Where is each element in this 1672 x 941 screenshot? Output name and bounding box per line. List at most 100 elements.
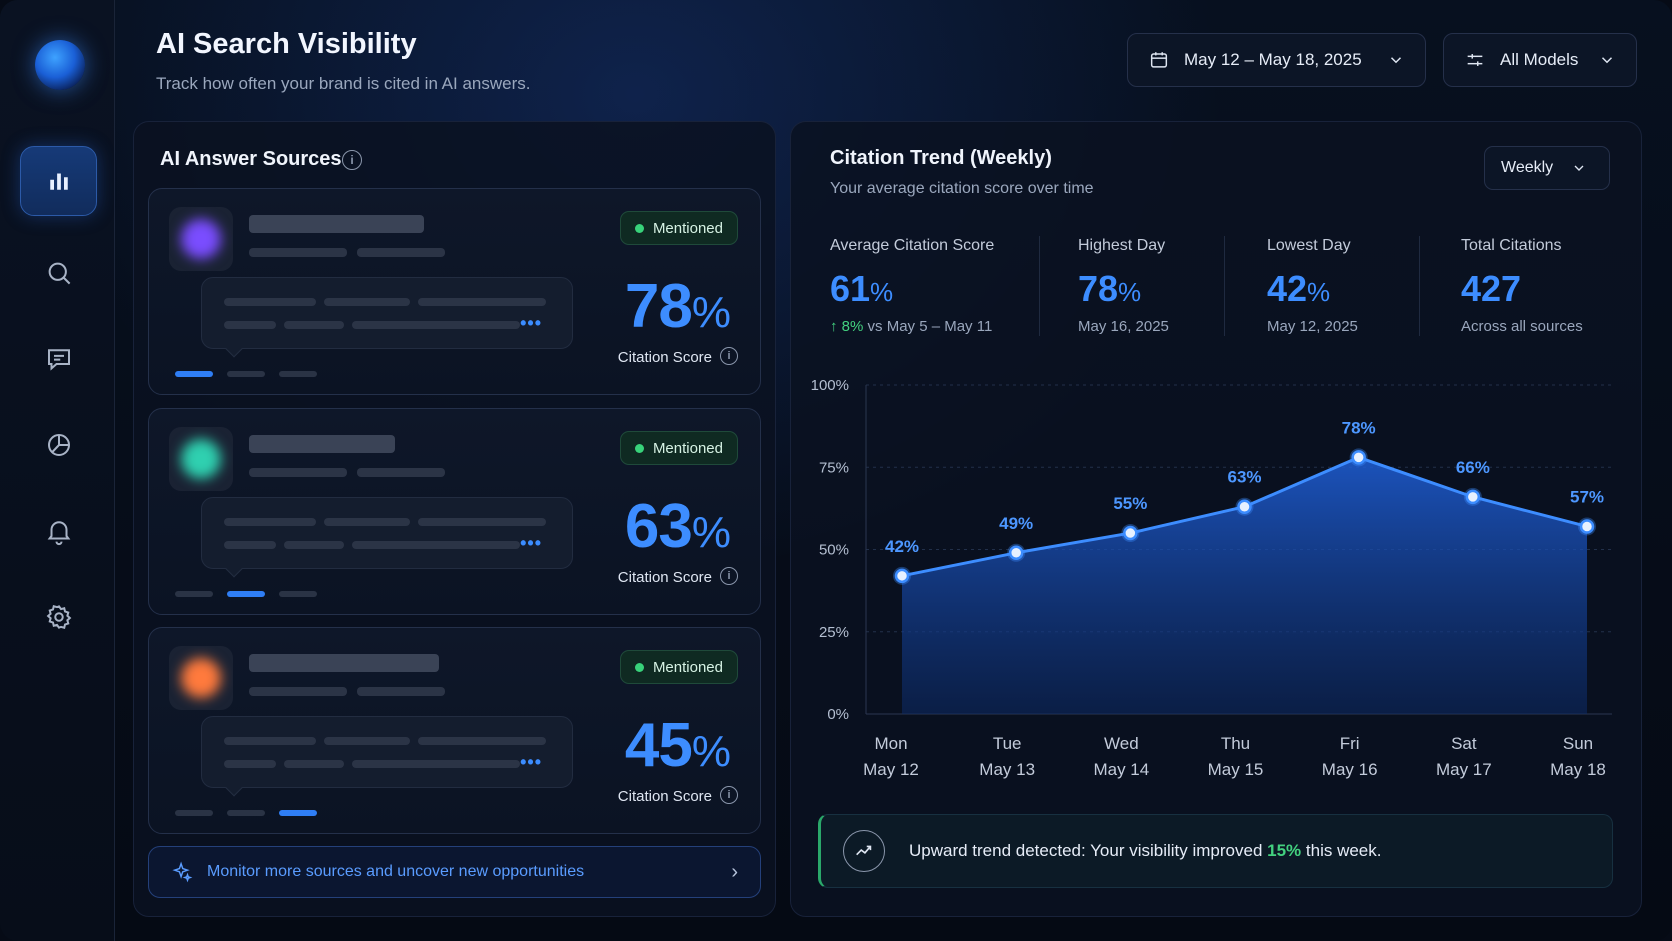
pager-dot[interactable] xyxy=(279,371,317,377)
stat-sub: Across all sources xyxy=(1461,318,1583,335)
data-point xyxy=(1579,519,1595,534)
skeleton-line xyxy=(249,215,424,233)
sidebar-item-notifications[interactable] xyxy=(20,496,97,566)
source-avatar xyxy=(169,427,233,491)
citation-score-label: Citation Score xyxy=(617,569,712,586)
skeleton-line xyxy=(249,248,347,257)
sidebar xyxy=(0,0,115,941)
search-icon xyxy=(48,262,70,285)
data-point xyxy=(1465,489,1481,505)
page-title: AI Search Visibility xyxy=(156,28,417,60)
x-tick-date: May 12 xyxy=(863,760,919,779)
pager-dot[interactable] xyxy=(227,371,265,377)
x-tick-date: May 14 xyxy=(1093,760,1149,779)
trend-up-icon xyxy=(843,830,885,872)
data-label: 49% xyxy=(999,514,1033,533)
chevron-right-icon: › xyxy=(731,860,738,883)
status-badge: Mentioned xyxy=(619,431,738,465)
sidebar-item-messages[interactable] xyxy=(20,324,97,394)
stat-label: Total Citations xyxy=(1461,237,1562,254)
sidebar-item-search[interactable] xyxy=(20,238,97,308)
x-tick-date: May 15 xyxy=(1208,760,1264,779)
y-tick-label: 100% xyxy=(811,377,849,394)
trend-panel-subtitle: Your average citation score over time xyxy=(830,180,1094,197)
chevron-down-icon xyxy=(1574,165,1584,171)
pager-dot[interactable] xyxy=(175,810,213,816)
x-tick-day: Sat xyxy=(1451,734,1477,753)
period-dropdown[interactable]: Weekly xyxy=(1484,146,1610,190)
skeleton-line xyxy=(357,468,445,477)
data-label: 55% xyxy=(1113,494,1147,513)
info-icon[interactable]: i xyxy=(342,150,362,170)
source-card[interactable]: ••• Mentioned 63% Citation Score i xyxy=(148,408,761,615)
source-card[interactable]: ••• Mentioned 45% Citation Score i xyxy=(148,627,761,834)
stat-value: 42% xyxy=(1267,268,1331,309)
stat-value: 427 xyxy=(1461,268,1522,309)
insight-text: Upward trend detected: Your visibility i… xyxy=(909,841,1382,860)
sidebar-item-analytics[interactable] xyxy=(20,146,97,216)
x-tick-day: Wed xyxy=(1104,734,1139,753)
date-range-picker[interactable]: May 12 – May 18, 2025 xyxy=(1127,33,1426,87)
insight-banner: Upward trend detected: Your visibility i… xyxy=(818,814,1613,888)
x-tick-day: Thu xyxy=(1221,734,1250,753)
y-tick-label: 75% xyxy=(819,459,849,476)
answer-preview-bubble: ••• xyxy=(201,277,573,358)
model-filter-label: All Models xyxy=(1500,50,1579,69)
cta-label: Monitor more sources and uncover new opp… xyxy=(207,863,585,880)
stat-sub: May 16, 2025 xyxy=(1078,318,1169,335)
pager-dot[interactable] xyxy=(227,591,265,597)
logo[interactable] xyxy=(35,40,85,90)
source-avatar xyxy=(169,646,233,710)
stat-value: 78% xyxy=(1078,268,1142,309)
sidebar-item-settings[interactable] xyxy=(20,582,97,652)
x-tick-date: May 17 xyxy=(1436,760,1492,779)
skeleton-line xyxy=(249,435,395,453)
model-filter-dropdown[interactable]: All Models xyxy=(1443,33,1637,87)
answer-preview-bubble: ••• xyxy=(201,497,573,578)
sources-panel-title: AI Answer Sources xyxy=(160,148,342,170)
info-icon[interactable]: i xyxy=(720,786,738,804)
data-label: 42% xyxy=(885,537,919,556)
stat-label: Highest Day xyxy=(1078,237,1166,254)
filter-icon xyxy=(1467,54,1483,66)
citation-score-value: 45% xyxy=(624,711,731,780)
page-subtitle: Track how often your brand is cited in A… xyxy=(156,74,531,93)
source-avatar xyxy=(169,207,233,271)
data-label: 63% xyxy=(1227,468,1261,487)
bar-chart-icon xyxy=(49,173,68,190)
pager-dot[interactable] xyxy=(175,591,213,597)
citation-score-value: 63% xyxy=(624,492,731,561)
data-point xyxy=(1123,525,1138,541)
message-icon xyxy=(47,349,70,371)
info-icon[interactable]: i xyxy=(720,347,738,365)
divider xyxy=(1039,236,1040,336)
date-range-label: May 12 – May 18, 2025 xyxy=(1184,50,1362,69)
data-point xyxy=(894,568,910,584)
status-badge: Mentioned xyxy=(619,650,738,684)
pager-dot[interactable] xyxy=(279,810,317,816)
stat-label: Lowest Day xyxy=(1267,237,1351,254)
divider xyxy=(1419,236,1420,336)
skeleton-line xyxy=(249,687,347,696)
pager-dot[interactable] xyxy=(175,371,213,377)
bell-icon xyxy=(47,521,70,546)
card-pager xyxy=(175,371,317,377)
answer-preview-bubble: ••• xyxy=(201,716,573,797)
pager-dot[interactable] xyxy=(227,810,265,816)
sidebar-item-reports[interactable] xyxy=(20,410,97,480)
source-card[interactable]: ••• Mentioned 78% Citation Score i xyxy=(148,188,761,395)
pager-dot[interactable] xyxy=(279,591,317,597)
trend-up-delta: ↑ 8% xyxy=(830,318,864,335)
sparkle-icon xyxy=(172,861,193,883)
more-dots-icon: ••• xyxy=(520,533,542,553)
chevron-down-icon xyxy=(1390,57,1402,64)
skeleton-line xyxy=(357,248,445,257)
skeleton-line xyxy=(357,687,445,696)
monitor-more-sources-button[interactable]: Monitor more sources and uncover new opp… xyxy=(148,846,761,898)
data-point xyxy=(1351,450,1366,465)
divider xyxy=(1224,236,1225,336)
y-tick-label: 0% xyxy=(827,706,849,723)
info-icon[interactable]: i xyxy=(720,567,738,585)
